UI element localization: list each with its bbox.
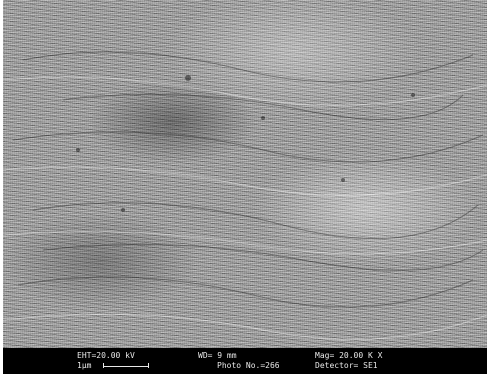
surface-texture (3, 51, 487, 341)
detector-readout: Detector= SE1 (315, 361, 378, 370)
photo-number-readout: Photo No.=266 (217, 361, 280, 370)
sem-micrograph (3, 0, 487, 348)
working-distance-readout: WD= 9 mm (198, 351, 237, 360)
sem-data-bar: EHT=20.00 kV 1μm WD= 9 mm Photo No.=266 … (3, 348, 487, 374)
magnification-readout: Mag= 20.00 K X (315, 351, 383, 360)
scale-bar (103, 363, 149, 368)
scale-bar-label: 1μm (77, 361, 92, 370)
eht-readout: EHT=20.00 kV (77, 351, 135, 360)
